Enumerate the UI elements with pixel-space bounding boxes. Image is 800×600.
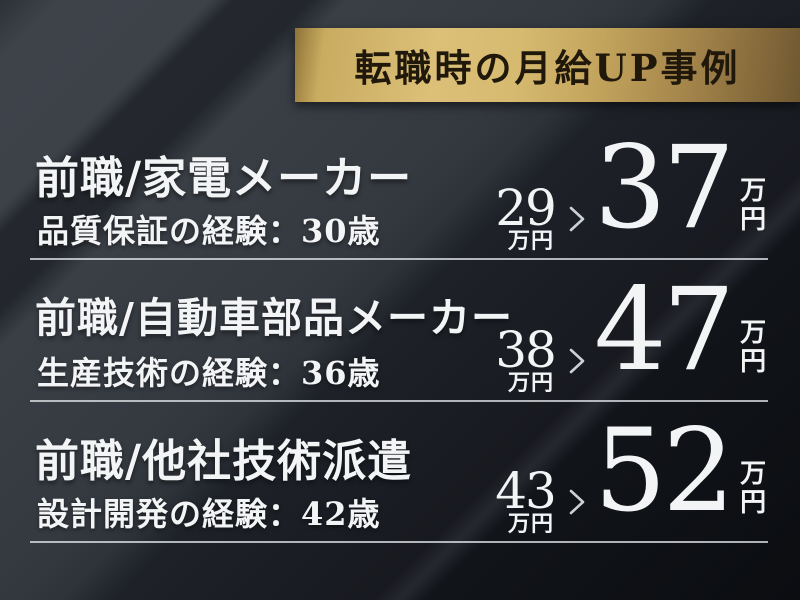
unit-en-label: 円 [740,488,768,519]
case-row-3: 前職/他社技術派遣 設計開発の経験：42歳 43 万円 52 万 円 [0,414,800,543]
salary-after: 47 万 円 [594,273,767,387]
unit-en-label: 円 [740,205,768,236]
salary-before-amount: 43 [495,462,557,520]
salary-after: 52 万 円 [594,414,767,528]
increase-arrow-icon [569,489,585,515]
increase-arrow-icon [569,206,585,232]
unit-en-label: 円 [740,347,768,378]
salary-after: 37 万 円 [594,131,767,245]
previous-job-title: 前職/他社技術派遣 [35,436,413,487]
page-title: 転職時の月給UP事例 [354,46,741,90]
experience-age-label: 品質保証の経験：30歳 [37,212,381,250]
salary-before: 38 万円 [486,325,564,394]
previous-job-title: 前職/自動車部品メーカー [35,294,513,342]
previous-job-title: 前職/家電メーカー [35,153,413,204]
unit-man-label: 万 [740,459,768,489]
unit-man-label: 万 [740,176,768,206]
salary-before-amount: 38 [495,321,557,379]
experience-age-label: 生産技術の経験：36歳 [37,354,381,392]
salary-before-unit: 万円 [507,370,554,396]
case-row-2: 前職/自動車部品メーカー 生産技術の経験：36歳 38 万円 47 万 円 [0,273,800,402]
salary-before-unit: 万円 [507,511,554,537]
salary-after-unit: 万 円 [740,459,768,519]
salary-before: 43 万円 [486,466,564,535]
unit-man-label: 万 [740,318,768,348]
salary-before-unit: 万円 [507,228,554,254]
salary-before: 29 万円 [486,183,564,252]
salary-after-unit: 万 円 [740,176,768,236]
title-banner: 転職時の月給UP事例 [295,28,800,102]
case-row-1: 前職/家電メーカー 品質保証の経験：30歳 29 万円 37 万 円 [0,131,800,260]
salary-after-amount: 37 [594,121,735,254]
increase-arrow-icon [569,348,585,374]
salary-after-unit: 万 円 [740,318,768,378]
salary-before-amount: 29 [495,179,557,237]
experience-age-label: 設計開発の経験：42歳 [37,495,381,533]
salary-after-amount: 47 [594,263,735,396]
salary-after-amount: 52 [594,404,735,537]
